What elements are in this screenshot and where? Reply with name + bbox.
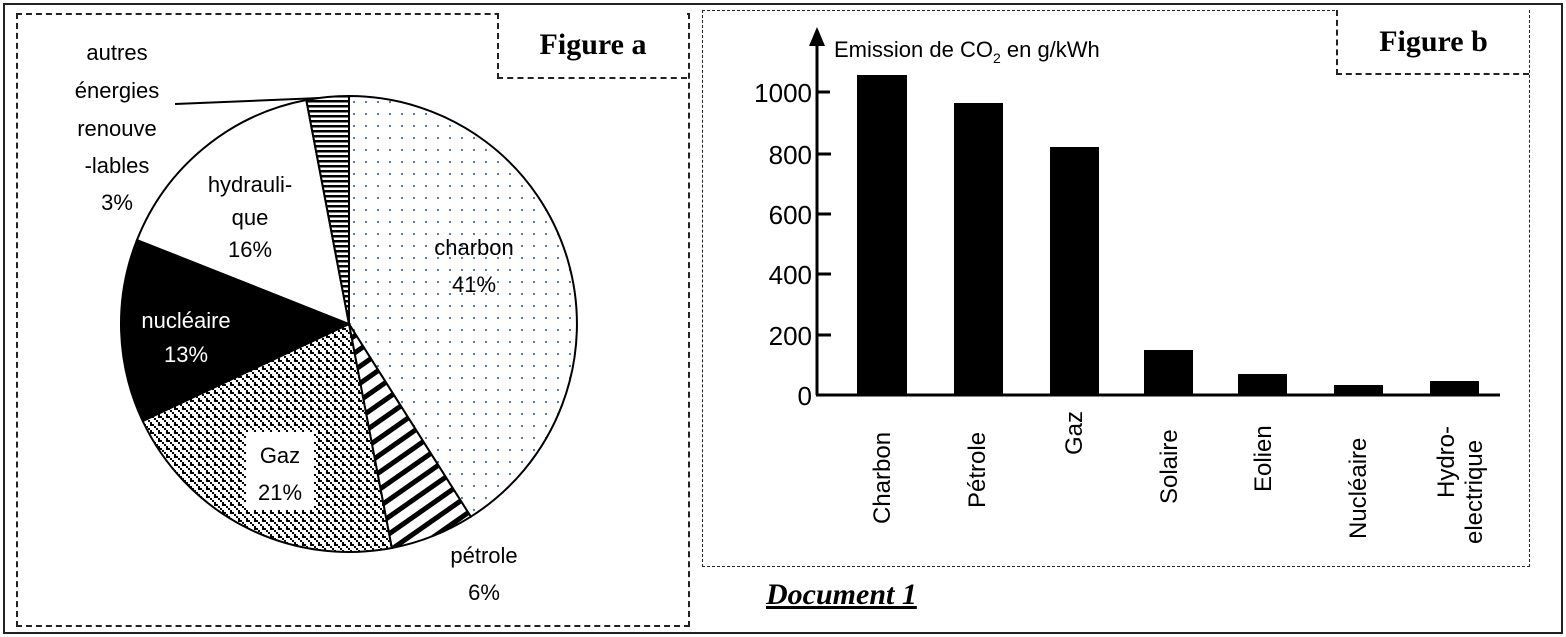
svg-text:electrique: electrique — [1461, 440, 1488, 544]
svg-text:13%: 13% — [164, 342, 208, 367]
svg-text:Solaire: Solaire — [1156, 429, 1183, 504]
svg-text:0: 0 — [798, 381, 812, 411]
bar-petrole — [954, 103, 1003, 395]
slice-charbon — [348, 94, 578, 519]
gaz-label-bg — [246, 432, 314, 510]
pie-labels: autres énergies renouve -lables 3% hydra… — [75, 40, 514, 367]
svg-text:que: que — [232, 205, 269, 230]
document-border — [3, 3, 1563, 634]
svg-text:800: 800 — [769, 140, 812, 170]
y-tick-labels: 0 200 400 600 800 1000 — [754, 78, 812, 411]
svg-text:400: 400 — [769, 260, 812, 290]
slice-nucleaire — [119, 238, 352, 423]
svg-text:énergies: énergies — [75, 78, 159, 103]
slice-autres — [305, 94, 350, 325]
label-nucleaire: nucléaire — [141, 308, 230, 333]
bar-eolien — [1238, 374, 1287, 395]
svg-text:600: 600 — [769, 200, 812, 230]
figure-a-title: Figure a — [497, 13, 687, 79]
slice-hydraulique — [135, 98, 351, 326]
svg-text:41%: 41% — [452, 272, 496, 297]
y-axis: 0 200 400 600 800 1000 Emission de CO2 e… — [754, 27, 1100, 411]
pie-slices — [119, 94, 578, 553]
document-title: Document 1 — [766, 578, 917, 611]
svg-text:6%: 6% — [468, 580, 500, 605]
label-hydraulique: hydrauli- — [208, 172, 292, 197]
svg-text:16%: 16% — [228, 237, 272, 262]
svg-text:-lables: -lables — [85, 153, 150, 178]
svg-text:Hydro-: Hydro- — [1433, 426, 1460, 498]
bar-gaz — [1050, 147, 1099, 395]
figure-a-frame — [16, 13, 690, 627]
bar-hydroelectrique — [1430, 381, 1479, 395]
pie-chart: autres énergies renouve -lables 3% hydra… — [75, 40, 578, 605]
bar-chart: 0 200 400 600 800 1000 Emission de CO2 e… — [754, 27, 1500, 544]
figure-b-title: Figure b — [1336, 10, 1529, 75]
svg-text:renouve: renouve — [77, 116, 157, 141]
y-axis-label: Emission de CO2 en g/kWh — [834, 37, 1100, 66]
svg-text:Gaz: Gaz — [1061, 411, 1088, 455]
svg-text:1000: 1000 — [754, 78, 812, 108]
label-petrole: pétrole — [450, 543, 517, 568]
svg-text:3%: 3% — [101, 190, 133, 215]
bar-charbon — [857, 75, 907, 395]
leader-line — [174, 97, 321, 105]
label-charbon: charbon — [434, 235, 514, 260]
bar-solaire — [1144, 350, 1193, 395]
svg-text:200: 200 — [769, 321, 812, 351]
bar-nucleaire — [1334, 385, 1383, 395]
svg-text:21%: 21% — [258, 480, 302, 505]
label-gaz: Gaz — [260, 443, 300, 468]
svg-text:Eolien: Eolien — [1250, 425, 1277, 492]
svg-text:Charbon: Charbon — [869, 432, 896, 524]
bars — [857, 75, 1479, 395]
axis-arrow-icon — [809, 27, 825, 46]
x-tick-labels: Charbon Pétrole Gaz Solaire Eolien Nuclé… — [869, 411, 1488, 544]
figure-b-frame — [702, 10, 1530, 567]
svg-text:Pétrole: Pétrole — [964, 432, 991, 508]
svg-text:Nucléaire: Nucléaire — [1345, 438, 1372, 539]
label-autres: autres — [86, 40, 147, 65]
